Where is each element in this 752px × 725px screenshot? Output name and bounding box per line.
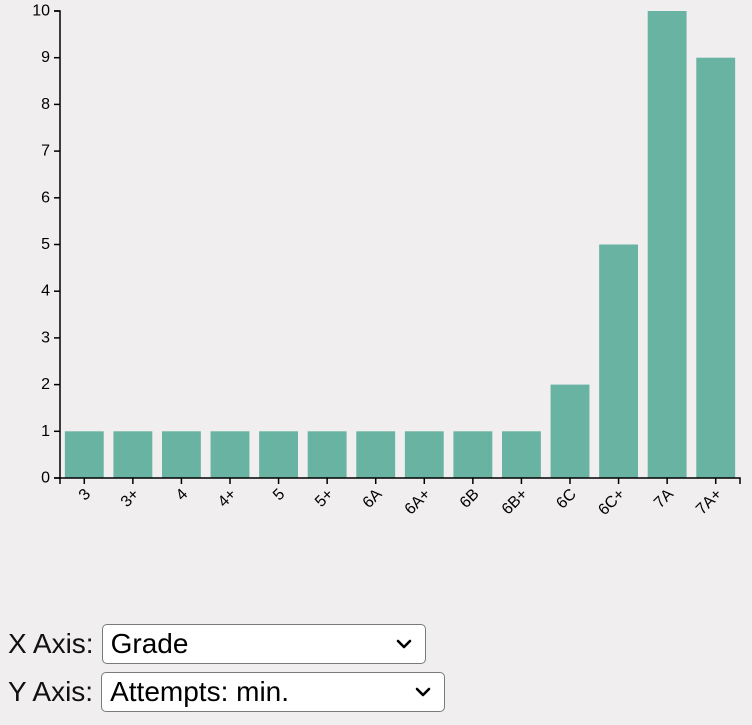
x-axis-control: X Axis: Grade (8, 620, 728, 668)
bar-7A+ (696, 57, 736, 478)
bar-6C+ (599, 244, 638, 478)
bar-5 (259, 431, 298, 478)
y-tick-label: 1 (41, 423, 50, 440)
bar-6A+ (404, 431, 444, 478)
x-tick-label: 3 (76, 486, 94, 504)
chevron-down-icon (415, 687, 431, 697)
x-tick-label: 6A (360, 486, 386, 512)
y-axis-select-value: Attempts: min. (110, 676, 290, 707)
bar-4+ (210, 431, 250, 478)
x-tick-label: 4+ (215, 486, 240, 511)
y-tick-label: 4 (41, 283, 50, 300)
y-tick-label: 7 (41, 143, 50, 160)
x-tick-label: 6C+ (595, 486, 628, 519)
y-tick-label: 10 (32, 3, 50, 20)
y-tick-label: 5 (41, 236, 50, 253)
x-tick-label: 4 (173, 486, 191, 504)
bar-6B+ (502, 431, 541, 478)
y-tick-label: 2 (41, 376, 50, 393)
x-tick-label: 6B (457, 486, 483, 512)
y-tick-label: 9 (41, 49, 50, 66)
y-axis-select[interactable]: Attempts: min. (101, 672, 446, 712)
y-axis-label: Y Axis: (8, 676, 94, 707)
x-tick-label: 7A (651, 486, 677, 512)
chevron-down-icon (396, 639, 411, 649)
axis-controls: X Axis: Grade Y Axis: Attempts: min. (8, 620, 728, 716)
x-axis-select-value: Grade (110, 628, 189, 659)
x-tick-label: 6B+ (499, 486, 531, 518)
y-tick-label: 3 (41, 329, 50, 346)
y-axis: 0 1 2 3 4 5 6 7 8 9 10 (32, 3, 61, 487)
bar-3 (64, 431, 104, 478)
bar-chart: 0 1 2 3 4 5 6 7 8 9 10 3 3+ 4 4+ 5 5+ 6A 6A+ 6B 6B+ 6C 6C+ 7A 7… (32, 3, 741, 519)
bar-7A (647, 11, 687, 478)
y-axis-control: Y Axis: Attempts: min. (8, 668, 728, 716)
y-tick-label: 6 (41, 189, 50, 206)
bar-6C (550, 384, 590, 478)
x-axis-select[interactable]: Grade (101, 624, 426, 664)
bar-3+ (113, 431, 153, 478)
x-tick-label: 7A+ (693, 486, 725, 518)
bar-5+ (307, 431, 347, 478)
y-tick-label: 0 (41, 470, 50, 487)
bar-6A (356, 431, 396, 478)
bar-4 (162, 431, 201, 478)
x-tick-label: 3+ (118, 486, 143, 511)
x-tick-label: 5 (270, 486, 288, 504)
x-axis-label: X Axis: (8, 628, 94, 659)
x-tick-label: 6A+ (402, 486, 434, 518)
bar-6B (453, 431, 493, 478)
x-tick-label: 5+ (312, 486, 337, 511)
x-tick-label: 6C (553, 486, 579, 512)
x-axis: 3 3+ 4 4+ 5 5+ 6A 6A+ 6B 6B+ 6C 6C+ 7A 7A+ (59, 477, 741, 519)
x-axis-line (59, 477, 741, 484)
bars-group (64, 11, 736, 478)
y-tick-label: 8 (41, 96, 50, 113)
